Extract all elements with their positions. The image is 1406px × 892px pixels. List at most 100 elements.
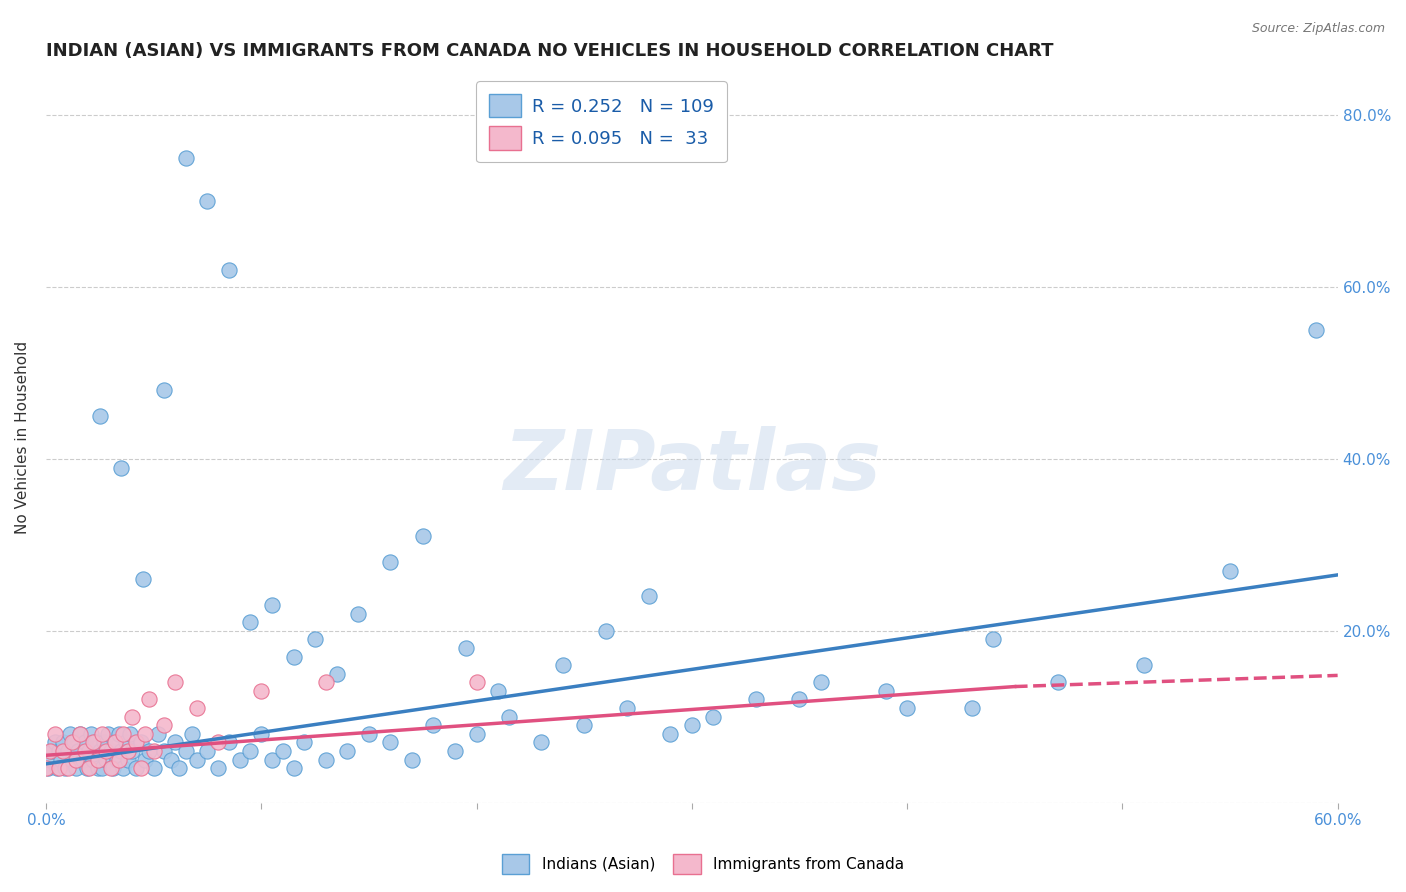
Point bbox=[745, 692, 768, 706]
Point bbox=[981, 632, 1004, 647]
Legend: Indians (Asian), Immigrants from Canada: Indians (Asian), Immigrants from Canada bbox=[496, 848, 910, 880]
Point bbox=[97, 727, 120, 741]
Point bbox=[129, 761, 152, 775]
Point bbox=[551, 658, 574, 673]
Point bbox=[153, 718, 176, 732]
Point bbox=[239, 744, 262, 758]
Point bbox=[104, 735, 127, 749]
Point bbox=[347, 607, 370, 621]
Point bbox=[896, 701, 918, 715]
Point bbox=[100, 744, 122, 758]
Point bbox=[138, 744, 160, 758]
Point bbox=[181, 727, 204, 741]
Point bbox=[315, 753, 337, 767]
Point bbox=[142, 744, 165, 758]
Point bbox=[117, 753, 139, 767]
Point bbox=[59, 727, 82, 741]
Point bbox=[153, 383, 176, 397]
Point bbox=[89, 409, 111, 423]
Point bbox=[86, 753, 108, 767]
Point bbox=[80, 727, 103, 741]
Point bbox=[186, 701, 208, 715]
Point bbox=[39, 753, 62, 767]
Point bbox=[96, 753, 118, 767]
Point bbox=[84, 735, 107, 749]
Point bbox=[228, 753, 250, 767]
Point bbox=[186, 753, 208, 767]
Point bbox=[174, 151, 197, 165]
Point bbox=[125, 761, 148, 775]
Point bbox=[110, 460, 132, 475]
Point bbox=[325, 666, 347, 681]
Text: Source: ZipAtlas.com: Source: ZipAtlas.com bbox=[1251, 22, 1385, 36]
Point bbox=[48, 744, 70, 758]
Point bbox=[810, 675, 832, 690]
Point bbox=[114, 735, 136, 749]
Point bbox=[637, 590, 659, 604]
Point bbox=[304, 632, 326, 647]
Point bbox=[41, 744, 63, 758]
Point bbox=[218, 263, 240, 277]
Point bbox=[69, 727, 91, 741]
Point bbox=[134, 753, 156, 767]
Point bbox=[659, 727, 682, 741]
Point bbox=[465, 727, 488, 741]
Point bbox=[260, 753, 283, 767]
Point bbox=[129, 735, 152, 749]
Point bbox=[875, 684, 897, 698]
Point bbox=[110, 744, 132, 758]
Point bbox=[134, 727, 156, 741]
Point bbox=[239, 615, 262, 629]
Point bbox=[207, 761, 229, 775]
Point bbox=[104, 735, 127, 749]
Point bbox=[218, 735, 240, 749]
Point bbox=[132, 572, 155, 586]
Point bbox=[380, 735, 402, 749]
Point bbox=[530, 735, 553, 749]
Point bbox=[63, 735, 86, 749]
Point bbox=[72, 753, 94, 767]
Point bbox=[572, 718, 595, 732]
Point bbox=[67, 744, 90, 758]
Point bbox=[454, 640, 477, 655]
Point bbox=[486, 684, 509, 698]
Point bbox=[91, 761, 114, 775]
Point bbox=[165, 675, 187, 690]
Point bbox=[53, 761, 76, 775]
Point bbox=[44, 727, 66, 741]
Point bbox=[65, 761, 87, 775]
Point bbox=[108, 753, 131, 767]
Point bbox=[412, 529, 434, 543]
Point bbox=[292, 735, 315, 749]
Point bbox=[283, 649, 305, 664]
Point bbox=[153, 744, 176, 758]
Point bbox=[498, 709, 520, 723]
Point bbox=[357, 727, 380, 741]
Point bbox=[595, 624, 617, 638]
Point bbox=[76, 761, 98, 775]
Point bbox=[91, 727, 114, 741]
Point bbox=[101, 761, 124, 775]
Point bbox=[121, 744, 143, 758]
Point bbox=[60, 735, 83, 749]
Point bbox=[105, 753, 128, 767]
Point bbox=[160, 753, 183, 767]
Point bbox=[37, 761, 59, 775]
Point bbox=[89, 744, 111, 758]
Point bbox=[125, 735, 148, 749]
Point bbox=[169, 761, 191, 775]
Point bbox=[117, 744, 139, 758]
Point bbox=[197, 194, 219, 209]
Point bbox=[77, 744, 100, 758]
Point bbox=[142, 761, 165, 775]
Point bbox=[1133, 658, 1156, 673]
Point bbox=[1305, 323, 1327, 337]
Point bbox=[146, 727, 169, 741]
Point bbox=[73, 735, 96, 749]
Point bbox=[49, 753, 72, 767]
Point bbox=[681, 718, 703, 732]
Point bbox=[44, 735, 66, 749]
Point bbox=[100, 761, 122, 775]
Point bbox=[960, 701, 983, 715]
Point bbox=[1046, 675, 1069, 690]
